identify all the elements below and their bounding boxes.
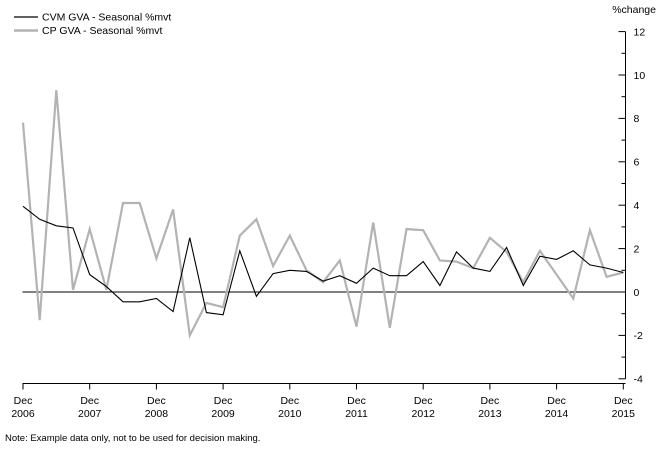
y-axis-tick-label: 12 <box>634 26 646 38</box>
plot-layer: 121086420-2-4Dec2006Dec2007Dec2008Dec200… <box>11 26 645 420</box>
x-axis-tick-label-year: 2012 <box>412 408 436 420</box>
legend-label-cp-gva: CP GVA - Seasonal %mvt <box>42 25 162 37</box>
y-axis-tick-label: 10 <box>634 70 646 82</box>
series-line-cvm-gva <box>22 205 624 316</box>
y-axis-unit-label: %change <box>612 4 656 16</box>
x-axis-tick-label-month: Dec <box>14 395 33 407</box>
x-axis-tick-label-month: Dec <box>414 395 433 407</box>
x-axis-tick-label-month: Dec <box>481 395 500 407</box>
x-axis-tick-label-month: Dec <box>147 395 166 407</box>
x-axis-tick-label-year: 2015 <box>612 408 636 420</box>
x-axis-tick-label-month: Dec <box>280 395 299 407</box>
x-axis-tick-label-year: 2008 <box>145 408 169 420</box>
legend: CVM GVA - Seasonal %mvt CP GVA - Seasona… <box>14 12 171 37</box>
x-axis-tick-label-year: 2009 <box>211 408 235 420</box>
y-axis-tick-label: 2 <box>634 243 640 255</box>
x-axis-tick-label-year: 2006 <box>11 408 35 420</box>
y-axis-tick-label: 4 <box>634 200 640 212</box>
x-axis-tick-label-year: 2007 <box>78 408 102 420</box>
y-axis-tick-label: 0 <box>634 287 640 299</box>
x-axis-tick-label-month: Dec <box>80 395 99 407</box>
x-axis-tick-label-month: Dec <box>347 395 366 407</box>
legend-label-cvm-gva: CVM GVA - Seasonal %mvt <box>42 12 171 24</box>
x-axis-tick-label-year: 2014 <box>545 408 569 420</box>
y-axis-tick-label: -4 <box>634 374 643 386</box>
y-axis-tick-label: 6 <box>634 157 640 169</box>
series-line-cp-gva <box>21 90 624 340</box>
x-axis-tick-label-year: 2013 <box>478 408 502 420</box>
x-axis-tick-label-month: Dec <box>547 395 566 407</box>
x-axis-tick-label-month: Dec <box>614 395 633 407</box>
x-axis-tick-label-year: 2011 <box>345 408 368 420</box>
chart-footnote: Note: Example data only, not to be used … <box>5 433 260 444</box>
x-axis-tick-label-month: Dec <box>214 395 233 407</box>
y-axis-tick-label: -2 <box>634 330 643 342</box>
y-axis-tick-label: 8 <box>634 113 640 125</box>
x-axis-tick-label-year: 2010 <box>278 408 302 420</box>
